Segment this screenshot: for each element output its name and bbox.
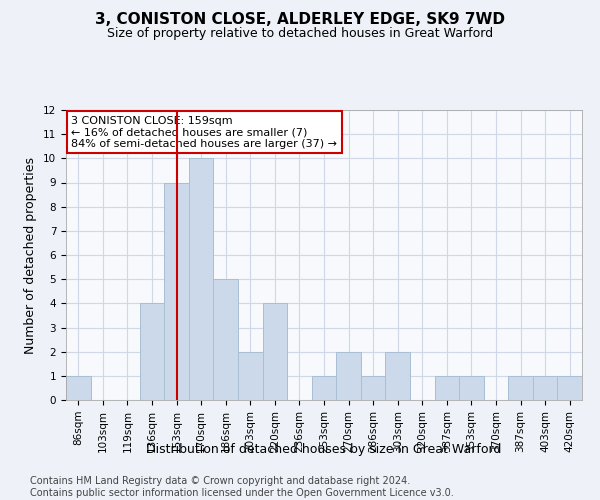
Y-axis label: Number of detached properties: Number of detached properties — [25, 156, 37, 354]
Bar — [336, 352, 361, 400]
Text: 3 CONISTON CLOSE: 159sqm
← 16% of detached houses are smaller (7)
84% of semi-de: 3 CONISTON CLOSE: 159sqm ← 16% of detach… — [71, 116, 337, 149]
Bar — [238, 352, 263, 400]
Bar — [508, 376, 533, 400]
Bar — [214, 279, 238, 400]
Bar — [66, 376, 91, 400]
Text: Size of property relative to detached houses in Great Warford: Size of property relative to detached ho… — [107, 28, 493, 40]
Text: Distribution of detached houses by size in Great Warford: Distribution of detached houses by size … — [146, 442, 502, 456]
Bar — [189, 158, 214, 400]
Bar — [140, 304, 164, 400]
Text: Contains HM Land Registry data © Crown copyright and database right 2024.
Contai: Contains HM Land Registry data © Crown c… — [30, 476, 454, 498]
Text: 3, CONISTON CLOSE, ALDERLEY EDGE, SK9 7WD: 3, CONISTON CLOSE, ALDERLEY EDGE, SK9 7W… — [95, 12, 505, 28]
Bar — [434, 376, 459, 400]
Bar — [557, 376, 582, 400]
Bar — [459, 376, 484, 400]
Bar — [263, 304, 287, 400]
Bar — [385, 352, 410, 400]
Bar — [361, 376, 385, 400]
Bar — [312, 376, 336, 400]
Bar — [533, 376, 557, 400]
Bar — [164, 182, 189, 400]
